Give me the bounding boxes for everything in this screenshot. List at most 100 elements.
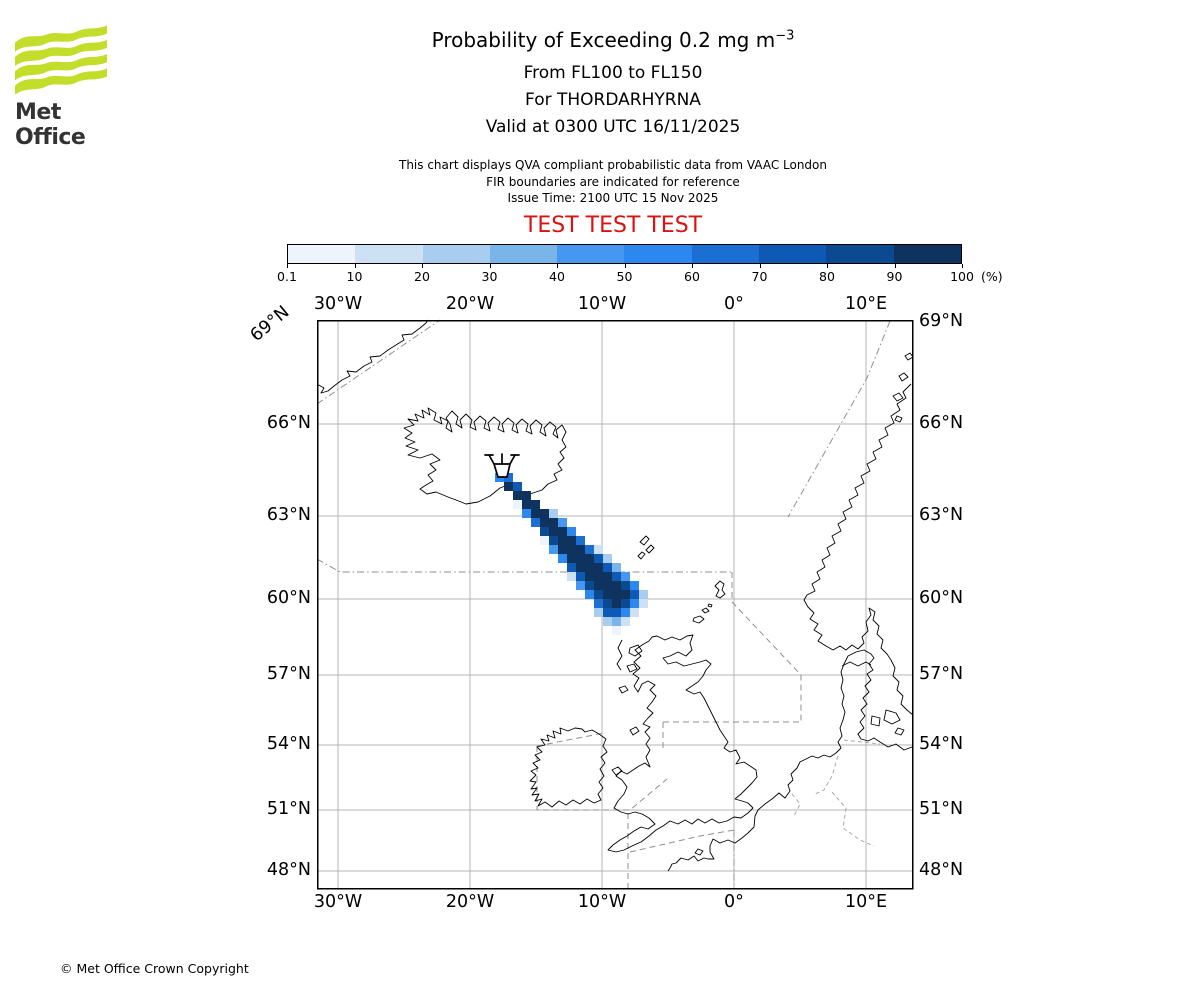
plume-cell xyxy=(603,617,612,626)
plume-cell xyxy=(567,554,576,563)
colorbar-unit-label: (%) xyxy=(981,269,1003,284)
plume-cell xyxy=(576,563,585,572)
subtitle-volcano: For THORDARHYRNA xyxy=(525,90,701,110)
plume-cell xyxy=(585,590,594,599)
plume-cell xyxy=(603,581,612,590)
plume-cell xyxy=(567,527,576,536)
coastlines xyxy=(316,319,914,872)
plume-cell xyxy=(603,599,612,608)
y-axis-label-right: 66°N xyxy=(919,413,964,433)
colorbar-segments xyxy=(287,244,962,264)
plume-cell xyxy=(630,599,639,608)
x-axis-label-bottom: 20°W xyxy=(445,892,495,912)
plume-cell xyxy=(585,563,594,572)
y-axis-label-left: 63°N xyxy=(266,505,311,525)
plume-cell xyxy=(558,545,567,554)
y-axis-label-right: 54°N xyxy=(919,734,964,754)
plume-cell xyxy=(603,554,612,563)
plume-cell xyxy=(630,608,639,617)
plume-cell xyxy=(549,527,558,536)
note-issue-time: Issue Time: 2100 UTC 15 Nov 2025 xyxy=(507,191,719,205)
colorbar-segment xyxy=(893,245,961,263)
y-axis-label-right: 60°N xyxy=(919,588,964,608)
colorbar-segment xyxy=(691,245,760,263)
colorbar-tick-label: 10 xyxy=(346,269,363,284)
plume-cell xyxy=(594,572,603,581)
colorbar-tick xyxy=(759,264,761,268)
plume-cell xyxy=(621,581,630,590)
plume-cell xyxy=(567,563,576,572)
x-axis-label-bottom: 0° xyxy=(724,892,744,912)
page-title: Probability of Exceeding 0.2 mg m−3 xyxy=(431,28,795,52)
fir-boundaries xyxy=(316,319,891,888)
plume-cell xyxy=(513,491,522,500)
colorbar-segment xyxy=(288,245,356,263)
colorbar-tick xyxy=(962,264,963,268)
plume-cell xyxy=(612,590,621,599)
note-qva: This chart displays QVA compliant probab… xyxy=(399,158,827,172)
plume-cell xyxy=(513,482,522,491)
plume-cell xyxy=(621,590,630,599)
subtitle-flight-levels: From FL100 to FL150 xyxy=(523,63,703,83)
plume-cell xyxy=(621,599,630,608)
plume-cell xyxy=(549,545,558,554)
plume-cell xyxy=(630,590,639,599)
plume-cell xyxy=(522,500,531,509)
y-axis-label-left: 66°N xyxy=(266,413,311,433)
plume-cell xyxy=(540,518,549,527)
plume-cell xyxy=(594,563,603,572)
y-axis-label-right: 57°N xyxy=(919,664,964,684)
plume-cell xyxy=(558,527,567,536)
y-axis-label-right: 69°N xyxy=(919,311,964,331)
plume-cell xyxy=(567,545,576,554)
x-axis-label-bottom: 10°E xyxy=(844,892,888,912)
y-axis-label-left: 48°N xyxy=(266,860,311,880)
plume-cell xyxy=(576,572,585,581)
colorbar-segment xyxy=(489,245,558,263)
colorbar-segment xyxy=(826,245,894,263)
plume-cell xyxy=(594,581,603,590)
colorbar-tick-label: 50 xyxy=(616,269,633,284)
plume-cell xyxy=(585,572,594,581)
plume-cell xyxy=(594,590,603,599)
plume-cell xyxy=(558,554,567,563)
plume-cell xyxy=(531,500,540,509)
plume-cell xyxy=(630,581,639,590)
plume-cell xyxy=(603,572,612,581)
plume-cell xyxy=(621,572,630,581)
colorbar-tick-label: 60 xyxy=(684,269,700,284)
plume-cell xyxy=(594,608,603,617)
colorbar-tick xyxy=(422,264,423,268)
y-axis-label-left: 60°N xyxy=(266,588,311,608)
y-axis-label-right: 51°N xyxy=(919,799,964,819)
country-borders xyxy=(791,739,881,847)
colorbar-tick xyxy=(894,264,896,268)
colorbar-tick-label: 90 xyxy=(886,269,903,284)
colorbar-tick xyxy=(692,264,693,268)
plume-cell xyxy=(549,518,558,527)
plume-cell xyxy=(594,599,603,608)
plume-cell xyxy=(576,545,585,554)
colorbar-segment xyxy=(624,245,692,263)
colorbar-tick-label: 40 xyxy=(549,269,565,284)
x-axis-label-top: 20°W xyxy=(445,294,495,314)
colorbar-tick-label: 0.1 xyxy=(277,269,297,284)
colorbar-tick xyxy=(827,264,828,268)
x-axis-label-top: 30°W xyxy=(313,294,363,314)
colorbar-tick xyxy=(287,264,288,268)
map-frame xyxy=(317,320,914,890)
plume-cell xyxy=(576,536,585,545)
plume-cell xyxy=(540,527,549,536)
plume-cell xyxy=(567,536,576,545)
y-axis-label-left: 51°N xyxy=(266,799,311,819)
plume-cell xyxy=(612,608,621,617)
plume-cell xyxy=(585,554,594,563)
y-axis-label-left: 54°N xyxy=(266,734,311,754)
plume-cell xyxy=(639,599,648,608)
subtitle-valid-time: Valid at 0300 UTC 16/11/2025 xyxy=(485,117,741,137)
volcano-icon xyxy=(484,453,520,478)
plume-cell xyxy=(549,536,558,545)
plume-cell xyxy=(612,563,621,572)
plume-cell xyxy=(531,518,540,527)
